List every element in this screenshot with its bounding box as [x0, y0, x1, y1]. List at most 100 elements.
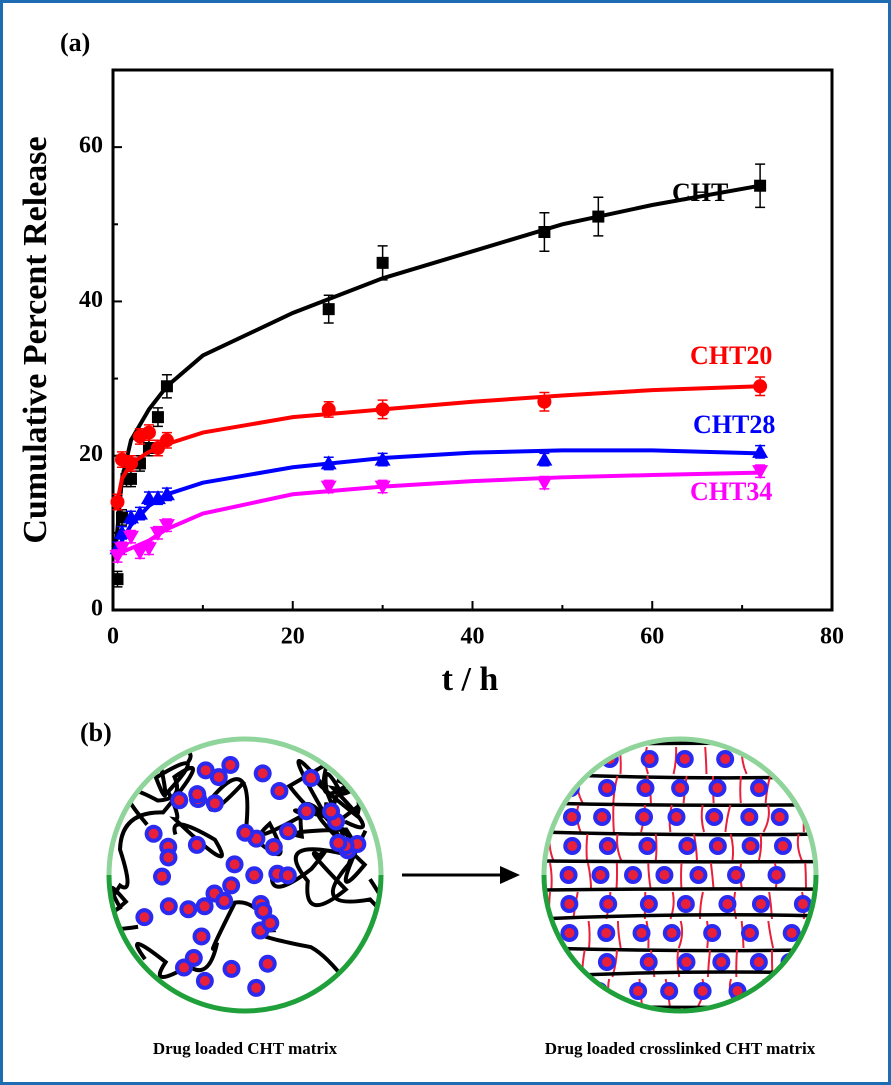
- crosslink: [804, 862, 807, 891]
- crosslink: [757, 833, 763, 862]
- drug-core: [797, 899, 808, 909]
- drug-core: [257, 768, 268, 779]
- drug-core: [597, 812, 608, 822]
- drug-core: [274, 786, 285, 797]
- marker: [159, 433, 174, 448]
- crosslink: [548, 1007, 556, 1011]
- marker: [131, 505, 148, 520]
- drug-core: [774, 812, 785, 822]
- drug-core: [679, 754, 690, 764]
- drug: [559, 1011, 577, 1029]
- crosslink: [672, 746, 678, 775]
- drug-core: [753, 957, 764, 967]
- drug: [794, 750, 813, 768]
- drug-core: [712, 783, 723, 793]
- polymer-chain: [109, 765, 195, 932]
- drug-core: [282, 870, 293, 881]
- crosslink: [587, 920, 591, 949]
- drug-core: [793, 783, 804, 793]
- drug: [767, 982, 786, 1000]
- arrow-head: [500, 866, 520, 884]
- drug-core: [333, 837, 344, 848]
- marker: [537, 394, 552, 409]
- drug-core: [707, 928, 718, 938]
- marker: [752, 465, 769, 480]
- marker: [538, 226, 551, 238]
- marker: [322, 303, 335, 316]
- drug-core: [716, 957, 727, 967]
- drug-core: [566, 812, 577, 822]
- polymer-chain: [544, 741, 816, 747]
- crosslink: [616, 833, 623, 862]
- drug-core: [633, 986, 644, 996]
- crosslink: [613, 1007, 621, 1011]
- crosslink: [615, 862, 619, 891]
- diagram-caption: Drug loaded CHT matrix: [153, 1039, 338, 1058]
- drug-core: [157, 871, 168, 882]
- drug-core: [777, 841, 788, 851]
- drug-core: [213, 772, 224, 783]
- drug-core: [595, 870, 606, 880]
- crosslink: [585, 833, 589, 862]
- drug-core: [712, 841, 723, 851]
- drug-core: [666, 928, 677, 938]
- drug-core: [192, 789, 203, 800]
- marker: [124, 472, 137, 485]
- marker: [158, 519, 175, 534]
- drug-core: [693, 870, 704, 880]
- x-tick-label: 80: [820, 624, 844, 650]
- drug-core: [671, 1015, 681, 1025]
- panel-label: (a): [60, 28, 90, 57]
- marker: [754, 179, 767, 192]
- drug: [802, 1011, 820, 1029]
- crosslink: [805, 746, 811, 775]
- x-tick-label: 40: [461, 624, 485, 650]
- drug: [599, 1011, 617, 1029]
- drug-core: [163, 901, 174, 912]
- crosslink: [724, 804, 732, 833]
- marker: [374, 480, 391, 495]
- crosslink: [612, 804, 615, 833]
- drug-core: [745, 841, 756, 851]
- crosslink: [735, 949, 739, 978]
- drug-core: [722, 899, 733, 909]
- drug-core: [681, 957, 692, 967]
- drug: [667, 1011, 685, 1029]
- drug-core: [806, 812, 816, 822]
- drug-core: [786, 928, 797, 938]
- drug-core: [643, 899, 654, 909]
- marker: [160, 380, 173, 393]
- drug-core: [556, 986, 567, 996]
- marker: [374, 451, 391, 466]
- drug-core: [283, 826, 294, 837]
- crosslink: [616, 920, 622, 949]
- crosslink: [796, 775, 799, 804]
- series-label: CHT28: [693, 410, 775, 439]
- drug-core: [219, 895, 230, 906]
- drug-core: [139, 912, 150, 923]
- drug-core: [774, 1015, 784, 1025]
- drug-core: [671, 812, 682, 822]
- drug-core: [226, 963, 237, 974]
- drug-core: [636, 928, 647, 938]
- crosslink: [729, 833, 735, 862]
- drug-core: [268, 842, 279, 853]
- fit-curve: [113, 384, 761, 511]
- marker: [149, 526, 166, 541]
- drug: [735, 1011, 753, 1029]
- marker: [110, 495, 125, 509]
- crosslink: [677, 920, 684, 949]
- drug-core: [628, 870, 639, 880]
- drug-core: [643, 957, 654, 967]
- y-axis-label: Cumulative Percent Release: [17, 136, 54, 543]
- drug-core: [659, 870, 670, 880]
- crosslink: [773, 1007, 778, 1011]
- drug-core: [642, 841, 653, 851]
- drug-core: [196, 931, 207, 942]
- panel-label: (b): [80, 718, 112, 747]
- drug-core: [601, 928, 612, 938]
- drug-core: [199, 975, 210, 986]
- crosslink: [800, 978, 806, 1007]
- drug-core: [567, 841, 578, 851]
